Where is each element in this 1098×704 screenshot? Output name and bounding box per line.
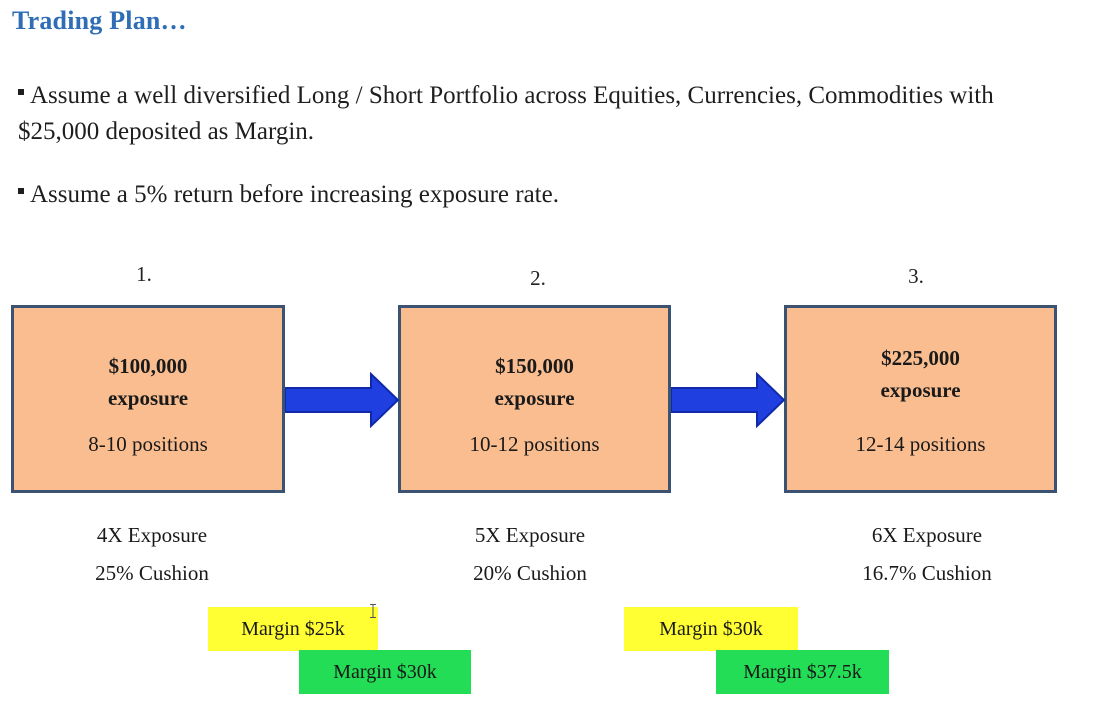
step-number-2: 2.: [530, 266, 546, 290]
step-number-1: 1.: [136, 262, 152, 286]
cushion-3: 16.7% Cushion: [862, 561, 992, 585]
exposure-label-1: exposure: [107, 386, 189, 410]
bullet-return-text: Assume a 5% return before increasing exp…: [30, 181, 559, 208]
exposure-label-2: exposure: [494, 386, 575, 410]
cushion-1: 25% Cushion: [95, 561, 209, 585]
exposure-amount-1: $100,000: [108, 354, 188, 378]
caption-1: 4X Exposure 25% Cushion: [12, 516, 292, 592]
margin-tag-2: Margin $30k: [299, 650, 471, 694]
positions-2: 10-12 positions: [469, 432, 600, 456]
positions-1: 8-10 positions: [88, 432, 208, 456]
right-arrow-icon: [671, 372, 785, 428]
bullet-portfolio-continued: $25,000 deposited as Margin.: [18, 118, 315, 145]
margin-tag-1: Margin $25k: [208, 607, 378, 651]
exposure-multiplier-2: 5X Exposure: [474, 523, 586, 547]
margin-tag-4: Margin $37.5k: [716, 650, 889, 694]
exposure-multiplier-3: 6X Exposure: [871, 523, 983, 547]
right-arrow-icon: [285, 372, 399, 428]
cushion-2: 20% Cushion: [473, 561, 587, 585]
caption-3: 6X Exposure 16.7% Cushion: [787, 516, 1067, 592]
margin-tag-3: Margin $30k: [624, 607, 798, 651]
exposure-box-3: $225,000 exposure 12-14 positions: [784, 305, 1057, 493]
exposure-box-1: $100,000 exposure 8-10 positions: [11, 305, 285, 493]
exposure-box-2: $150,000 exposure 10-12 positions: [398, 305, 671, 493]
exposure-amount-3: $225,000: [881, 346, 960, 370]
caption-2: 5X Exposure 20% Cushion: [390, 516, 670, 592]
exposure-label-3: exposure: [880, 378, 961, 402]
step-number-3: 3.: [908, 264, 924, 288]
positions-3: 12-14 positions: [855, 432, 986, 456]
bullet-return: Assume a 5% return before increasing exp…: [18, 177, 1098, 213]
page-title: Trading Plan…: [12, 6, 187, 35]
bullet-square-icon: [18, 89, 24, 95]
bullet-square-icon: [18, 188, 24, 194]
bullet-portfolio: Assume a well diversified Long / Short P…: [18, 78, 1098, 114]
exposure-multiplier-1: 4X Exposure: [96, 523, 208, 547]
bullet-portfolio-text: Assume a well diversified Long / Short P…: [30, 82, 994, 109]
exposure-amount-2: $150,000: [495, 354, 574, 378]
text-cursor-icon: [370, 604, 376, 618]
